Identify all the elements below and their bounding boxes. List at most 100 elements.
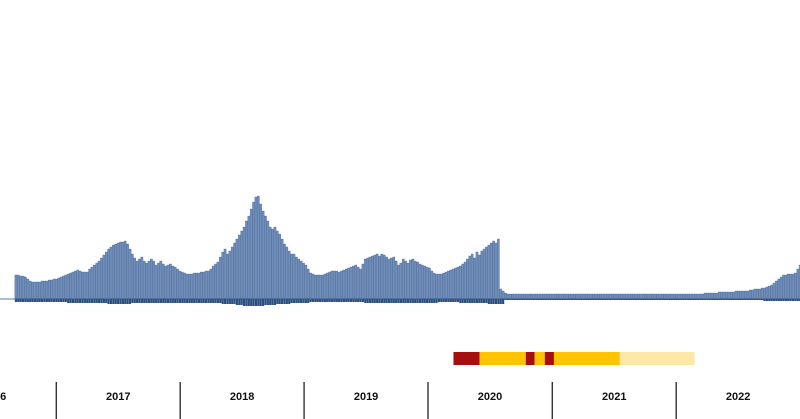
bar-lower xyxy=(95,299,98,303)
bar-upper xyxy=(356,266,360,300)
bar-upper xyxy=(152,260,156,300)
bar-lower xyxy=(689,299,692,300)
bar-upper xyxy=(677,293,681,300)
bar-upper xyxy=(352,265,355,300)
bar-lower xyxy=(109,299,113,304)
timeline-band xyxy=(453,352,695,365)
bar-lower xyxy=(14,299,18,302)
bar-upper xyxy=(43,280,46,300)
bar-lower xyxy=(637,299,640,300)
bar-lower xyxy=(128,299,132,304)
bar-lower xyxy=(428,299,431,303)
bar-lower xyxy=(328,299,331,302)
year-label-2022: 2022 xyxy=(726,391,750,403)
bar-upper xyxy=(318,274,322,300)
bar-lower xyxy=(661,299,664,300)
bar-lower xyxy=(352,299,355,302)
bar-upper xyxy=(387,258,391,300)
bar-upper xyxy=(768,285,771,300)
bar-upper xyxy=(171,265,175,300)
bar-lower xyxy=(392,299,395,303)
bar-lower xyxy=(682,299,685,300)
bar-lower xyxy=(761,299,764,300)
bar-lower xyxy=(459,299,462,303)
bar-lower xyxy=(157,299,160,303)
bar-upper xyxy=(31,281,34,300)
bar-upper xyxy=(440,273,443,300)
bar-upper xyxy=(133,257,137,300)
bar-lower xyxy=(582,299,586,300)
bar-upper xyxy=(390,257,393,300)
bar-upper xyxy=(45,280,49,300)
bar-lower xyxy=(228,299,231,304)
bar-upper xyxy=(623,293,626,300)
bar-lower xyxy=(345,299,348,302)
year-label-2021: 2021 xyxy=(602,391,626,403)
bar-lower xyxy=(55,299,58,302)
bar-upper xyxy=(558,293,562,300)
bar-upper xyxy=(345,268,348,300)
bar-lower xyxy=(88,299,91,303)
bar-upper xyxy=(81,271,84,300)
bar-lower xyxy=(242,299,246,306)
bar-upper xyxy=(88,268,91,300)
bar-upper xyxy=(456,266,460,300)
bar-upper xyxy=(425,266,429,300)
bar-upper xyxy=(83,271,87,300)
bar-upper xyxy=(323,273,327,300)
bar-lower xyxy=(155,299,158,303)
bar-lower xyxy=(202,299,205,303)
bar-upper xyxy=(221,251,224,300)
bar-upper xyxy=(24,276,27,300)
bar-upper xyxy=(413,260,417,300)
bar-lower xyxy=(183,299,186,303)
bar-lower xyxy=(456,299,460,302)
bar-lower xyxy=(133,299,136,303)
bar-upper xyxy=(672,293,676,300)
bar-lower xyxy=(19,299,22,302)
bar-upper xyxy=(737,290,740,300)
bar-lower xyxy=(537,299,540,300)
bar-upper xyxy=(26,278,30,300)
bar-lower xyxy=(454,299,457,302)
bar-lower xyxy=(780,299,783,301)
bar-lower xyxy=(43,299,46,302)
bar-lower xyxy=(713,299,716,300)
bar-upper xyxy=(74,270,77,300)
bar-upper xyxy=(596,293,600,300)
bar-upper xyxy=(753,288,757,300)
bar-upper xyxy=(473,257,476,300)
bar-upper xyxy=(568,293,571,300)
bar-lower xyxy=(570,299,574,300)
bar-lower xyxy=(276,299,279,304)
bar-lower xyxy=(48,299,51,302)
bar-upper xyxy=(604,293,607,300)
bar-upper xyxy=(523,293,526,300)
bar-upper xyxy=(354,264,358,300)
bar-upper xyxy=(701,293,704,300)
bar-upper xyxy=(226,253,229,300)
bar-upper xyxy=(380,253,384,300)
bar-lower xyxy=(166,299,170,303)
bar-lower xyxy=(627,299,631,300)
bar-lower xyxy=(390,299,393,303)
bar-lower xyxy=(368,299,372,303)
bar-upper xyxy=(321,274,324,300)
bar-lower xyxy=(266,299,269,305)
bar-lower xyxy=(162,299,165,303)
bar-lower xyxy=(554,299,557,300)
bar-upper xyxy=(340,270,343,300)
bar-lower xyxy=(159,299,162,303)
bar-lower xyxy=(789,299,792,301)
bar-lower xyxy=(79,299,82,303)
bar-upper xyxy=(287,250,291,300)
bar-upper xyxy=(739,290,743,300)
bar-upper xyxy=(772,282,776,300)
bar-lower xyxy=(62,299,65,302)
bar-lower xyxy=(630,299,633,300)
bar-upper xyxy=(57,277,60,300)
bar-upper xyxy=(447,270,450,300)
bar-upper xyxy=(271,228,274,300)
bar-lower xyxy=(216,299,220,303)
bar-lower xyxy=(164,299,167,303)
